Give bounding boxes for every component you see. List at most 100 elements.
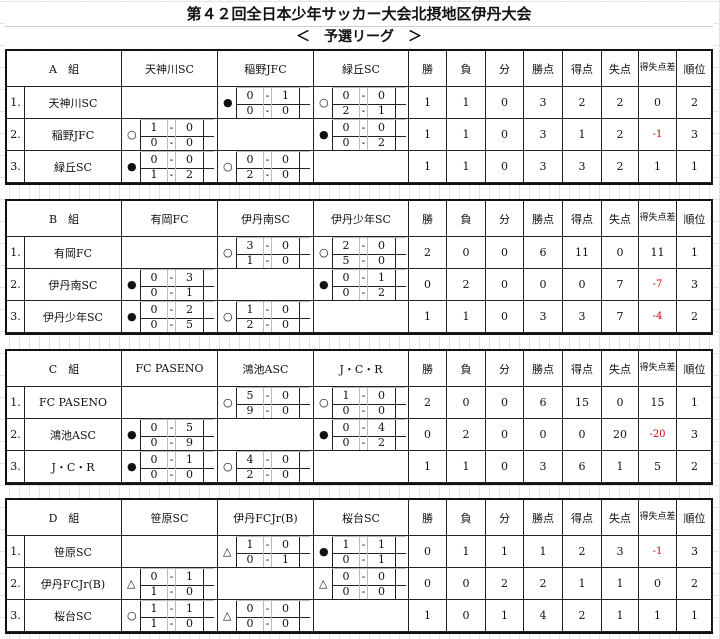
score-spacer	[300, 302, 310, 318]
score-spacer	[204, 420, 214, 436]
match-result: ○ 1-1 1-0	[122, 600, 218, 632]
score-opp: 0	[176, 583, 204, 599]
row-number: 2.	[7, 419, 25, 451]
score-row: 5-0	[332, 252, 406, 268]
stat-draw: 0	[486, 387, 524, 419]
score-row: 3-0	[236, 237, 310, 255]
score-spacer	[300, 88, 310, 104]
score-spacer	[396, 403, 406, 419]
score-spacer	[396, 552, 406, 568]
header-points: 勝点	[524, 500, 563, 536]
stat-rank: 3	[677, 536, 713, 568]
score-row: 0-1	[236, 551, 310, 567]
team-name: 伊丹FCJr(B)	[25, 568, 122, 600]
match-result: ● 0-1 0-0	[218, 87, 314, 119]
stat-draw: 2	[486, 568, 524, 600]
match-result: △ 1-0 0-1	[218, 536, 314, 568]
score-row: 0-1	[332, 551, 406, 568]
score-own: 2	[332, 102, 360, 118]
self-match-empty	[122, 237, 218, 269]
stat-win: 2	[409, 237, 447, 269]
score-row: 0-0	[332, 402, 406, 419]
score-dash: -	[168, 601, 176, 617]
score-row: 0-1	[236, 87, 310, 105]
stat-draw: 0	[486, 87, 524, 119]
result-mark: ○	[223, 246, 233, 259]
stat-rank: 1	[677, 237, 713, 269]
score-opp: 5	[176, 420, 204, 436]
stat-gd: -7	[639, 269, 677, 301]
match-result: ○ 2-0 5-0	[314, 237, 409, 269]
score-own: 0	[236, 615, 264, 631]
stat-gd: 15	[639, 387, 677, 419]
score-row: 0-1	[140, 451, 214, 469]
match-result: ○ 0-0 2-0	[218, 151, 314, 183]
score-opp: 0	[272, 537, 300, 553]
row-number: 1.	[7, 87, 25, 119]
score-opp: 0	[272, 402, 300, 418]
team-name: 稲野JFC	[25, 119, 122, 151]
result-mark: ●	[127, 460, 137, 473]
team-name: J・C・R	[25, 451, 122, 483]
stat-points: 0	[524, 269, 563, 301]
stat-loss: 1	[447, 119, 486, 151]
score-dash: -	[168, 166, 176, 182]
result-mark: ●	[127, 310, 137, 323]
stat-loss: 0	[447, 600, 486, 632]
score-spacer	[300, 537, 310, 553]
result-mark: △	[127, 577, 136, 590]
score-own: 0	[140, 302, 168, 318]
score-own: 0	[332, 551, 360, 567]
score-opp: 3	[176, 270, 204, 286]
score-dash: -	[360, 434, 368, 450]
score-own: 5	[332, 252, 360, 268]
score-spacer	[396, 135, 406, 151]
score-own: 0	[236, 551, 264, 567]
score-dash: -	[264, 452, 272, 468]
opponent-header: 稲野JFC	[218, 51, 314, 87]
group-table-b: B 組有岡FC 伊丹南SC 伊丹少年SC 勝負分勝点 得点 失点 得失点差 順位 1. 有岡FC ○…	[5, 199, 713, 335]
match-result: ○ 0-0 2-1	[314, 87, 409, 119]
score-row: 0-0	[140, 466, 214, 482]
score-row: 0-2	[332, 434, 406, 450]
stat-rank: 1	[677, 151, 713, 183]
score-dash: -	[168, 420, 176, 436]
stat-win: 1	[409, 151, 447, 183]
score-own: 0	[332, 583, 360, 599]
group-table-a: A 組天神川SC 稲野JFC 緑丘SC 勝負分勝点 得点 失点 得失点差 順位 1. 天神川SC ●…	[5, 49, 713, 185]
score-row: 0-0	[236, 102, 310, 118]
score-row: 0-0	[140, 151, 214, 169]
score-dash: -	[360, 270, 368, 286]
stat-points: 2	[524, 568, 563, 600]
header-win: 勝	[409, 351, 447, 387]
score-opp: 0	[368, 388, 396, 404]
stat-win: 1	[409, 119, 447, 151]
score-dash: -	[360, 583, 368, 599]
header-win: 勝	[409, 201, 447, 237]
score-dash: -	[168, 284, 176, 300]
opponent-header: 伊丹南SC	[218, 201, 314, 237]
score-opp: 2	[368, 434, 396, 450]
score-row: 0-1	[332, 269, 406, 287]
result-mark: ○	[223, 310, 233, 323]
team-name: 伊丹少年SC	[25, 301, 122, 333]
stat-rank: 2	[677, 451, 713, 483]
stat-points: 6	[524, 387, 563, 419]
match-result: ○ 4-0 2-0	[218, 451, 314, 483]
score-spacer	[396, 569, 406, 585]
group-label: D 組	[7, 500, 122, 536]
header-loss: 負	[447, 51, 486, 87]
score-own: 1	[140, 583, 168, 599]
score-opp: 0	[176, 134, 204, 150]
score-own: 0	[236, 152, 264, 168]
stat-win: 1	[409, 451, 447, 483]
score-own: 0	[236, 88, 264, 104]
score-spacer	[396, 120, 406, 136]
stat-gd: -1	[639, 119, 677, 151]
score-dash: -	[360, 120, 368, 136]
score-own: 0	[332, 434, 360, 450]
self-match-empty	[122, 387, 218, 419]
